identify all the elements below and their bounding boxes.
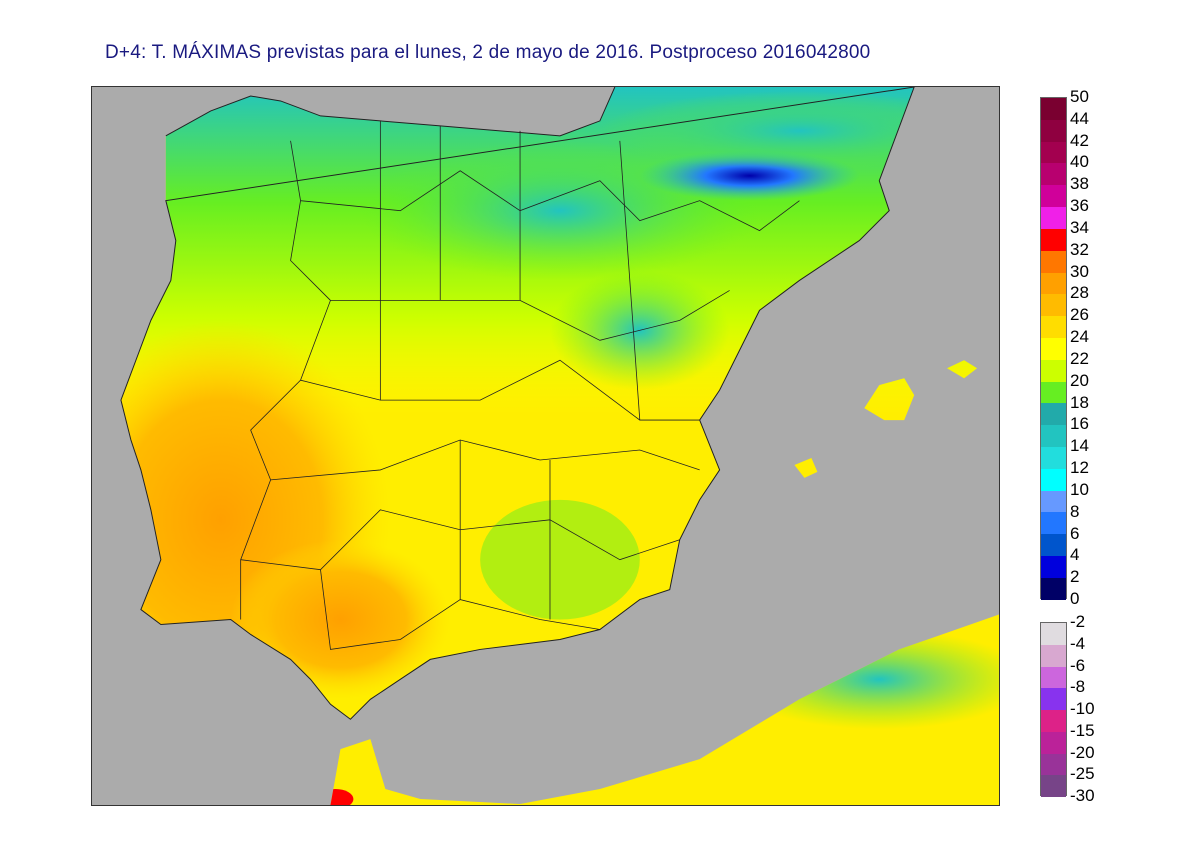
- legend-swatch: [1041, 250, 1066, 273]
- legend-label: 0: [1070, 589, 1080, 608]
- map-title: D+4: T. MÁXIMAS previstas para el lunes,…: [105, 42, 871, 63]
- legend-label: 18: [1070, 392, 1089, 412]
- legend-swatch: [1041, 775, 1066, 797]
- legend-positive-colorbar: [1040, 97, 1067, 600]
- legend-label: 24: [1070, 327, 1089, 347]
- legend-swatch: [1041, 710, 1066, 732]
- legend-swatch: [1041, 447, 1066, 469]
- legend-swatch: [1041, 688, 1066, 710]
- legend-label: -6: [1070, 655, 1086, 675]
- legend-swatch: [1041, 316, 1066, 338]
- legend-swatch: [1041, 490, 1066, 513]
- legend-label: 38: [1070, 174, 1089, 194]
- legend-label: 16: [1070, 414, 1089, 434]
- legend-label: 30: [1070, 261, 1089, 281]
- legend-negative-colorbar: [1040, 622, 1067, 797]
- legend-swatch: [1041, 731, 1066, 754]
- legend-label: 32: [1070, 239, 1089, 259]
- legend-swatch: [1041, 403, 1066, 426]
- legend-label: 34: [1070, 217, 1089, 237]
- legend-swatch: [1041, 163, 1066, 186]
- legend-label: 6: [1070, 523, 1080, 543]
- legend-swatch: [1041, 534, 1066, 557]
- legend-swatch: [1041, 623, 1066, 645]
- legend-label: -8: [1070, 677, 1086, 697]
- legend-label: 2: [1070, 567, 1080, 587]
- legend-swatch: [1041, 294, 1066, 317]
- legend-label: 12: [1070, 458, 1089, 478]
- legend-label: -15: [1070, 720, 1095, 740]
- legend-swatch: [1041, 381, 1066, 404]
- province-borders: [240, 120, 800, 650]
- legend-label: 4: [1070, 545, 1080, 565]
- legend-swatch: [1041, 425, 1066, 447]
- legend-swatch: [1041, 207, 1066, 229]
- legend-label: 36: [1070, 196, 1089, 216]
- legend-swatch: [1041, 337, 1066, 360]
- legend-label: 42: [1070, 130, 1089, 150]
- legend-label: 10: [1070, 479, 1089, 499]
- legend-label: 44: [1070, 108, 1089, 128]
- legend-label: 14: [1070, 436, 1089, 456]
- legend-label: 22: [1070, 348, 1089, 368]
- legend-label: 26: [1070, 305, 1089, 325]
- legend-swatch: [1041, 468, 1066, 491]
- legend-swatch: [1041, 644, 1066, 667]
- legend-swatch: [1041, 272, 1066, 295]
- legend-label: 28: [1070, 283, 1089, 303]
- legend-swatch: [1041, 666, 1066, 689]
- legend-swatch: [1041, 228, 1066, 251]
- legend-swatch: [1041, 512, 1066, 535]
- legend-label: -10: [1070, 699, 1095, 718]
- legend-label: 8: [1070, 501, 1080, 521]
- legend-swatch: [1041, 141, 1066, 164]
- legend-swatch: [1041, 98, 1066, 120]
- legend-label: -4: [1070, 633, 1086, 653]
- legend-swatch: [1041, 577, 1066, 600]
- legend-swatch: [1041, 556, 1066, 578]
- legend-label: 50: [1070, 87, 1089, 106]
- legend-swatch: [1041, 359, 1066, 382]
- legend-label: -25: [1070, 764, 1095, 784]
- legend-swatch: [1041, 753, 1066, 776]
- legend-label: -20: [1070, 742, 1095, 762]
- legend-label: -30: [1070, 786, 1095, 805]
- legend-swatch: [1041, 119, 1066, 142]
- legend-swatch: [1041, 185, 1066, 208]
- temperature-map: [91, 86, 1000, 806]
- legend-label: 40: [1070, 152, 1089, 172]
- legend-label: 20: [1070, 370, 1089, 390]
- legend-label: -2: [1070, 612, 1086, 631]
